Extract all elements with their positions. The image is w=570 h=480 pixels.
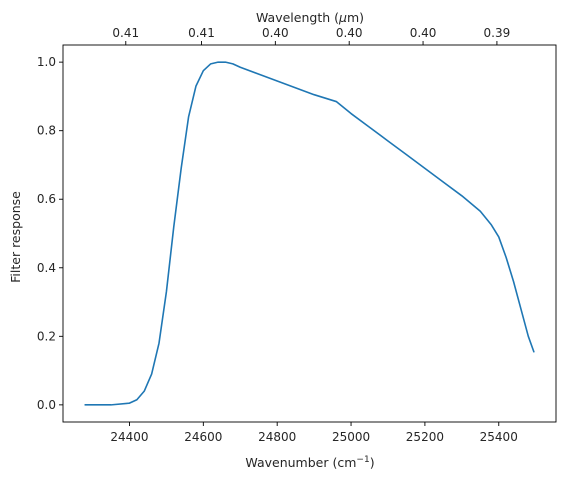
series-layer	[84, 61, 535, 406]
x-tick-label-0: 24400	[110, 430, 148, 444]
top-x-axis-label-suffix: m)	[347, 10, 364, 25]
y-tick-label-1: 0.2	[37, 329, 56, 343]
y-tick-label-4: 0.8	[37, 124, 56, 138]
top-x-tick-label-3: 0.40	[336, 26, 363, 40]
top-x-axis-label-symbol: μ	[338, 10, 347, 25]
x-axis-label-main: Wavenumber (cm	[245, 455, 356, 470]
x-tick-label-5: 25400	[480, 430, 518, 444]
top-x-tick-label-2: 0.40	[262, 26, 289, 40]
x-tick-label-2: 24800	[258, 430, 296, 444]
top-x-axis-label-prefix: Wavelength (	[256, 10, 339, 25]
x-axis-label-superscript: −1	[356, 455, 369, 465]
plot-area	[62, 44, 557, 423]
top-x-axis-label: Wavelength (μm)	[256, 10, 364, 25]
y-tick-label-2: 0.4	[37, 261, 56, 275]
plot-frame	[62, 44, 557, 423]
x-tick-label-4: 25200	[406, 430, 444, 444]
top-x-tick-label-0: 0.41	[112, 26, 139, 40]
y-tick-label-5: 1.0	[37, 55, 56, 69]
x-axis-label-suffix: )	[370, 455, 375, 470]
top-x-tick-label-5: 0.39	[484, 26, 511, 40]
y-tick-label-3: 0.6	[37, 192, 56, 206]
top-x-tick-label-1: 0.41	[188, 26, 215, 40]
y-tick-label-0: 0.0	[37, 398, 56, 412]
x-tick-label-3: 25000	[332, 430, 370, 444]
x-axis-label: Wavenumber (cm−1)	[245, 455, 374, 470]
y-axis-label: Filter response	[8, 191, 23, 283]
ticks-layer: 24400 24600 24800 25000 25200 254000.00.20.40…	[37, 26, 518, 444]
top-x-tick-label-4: 0.40	[410, 26, 437, 40]
x-tick-label-1: 24600	[184, 430, 222, 444]
series-line-0	[84, 61, 535, 406]
